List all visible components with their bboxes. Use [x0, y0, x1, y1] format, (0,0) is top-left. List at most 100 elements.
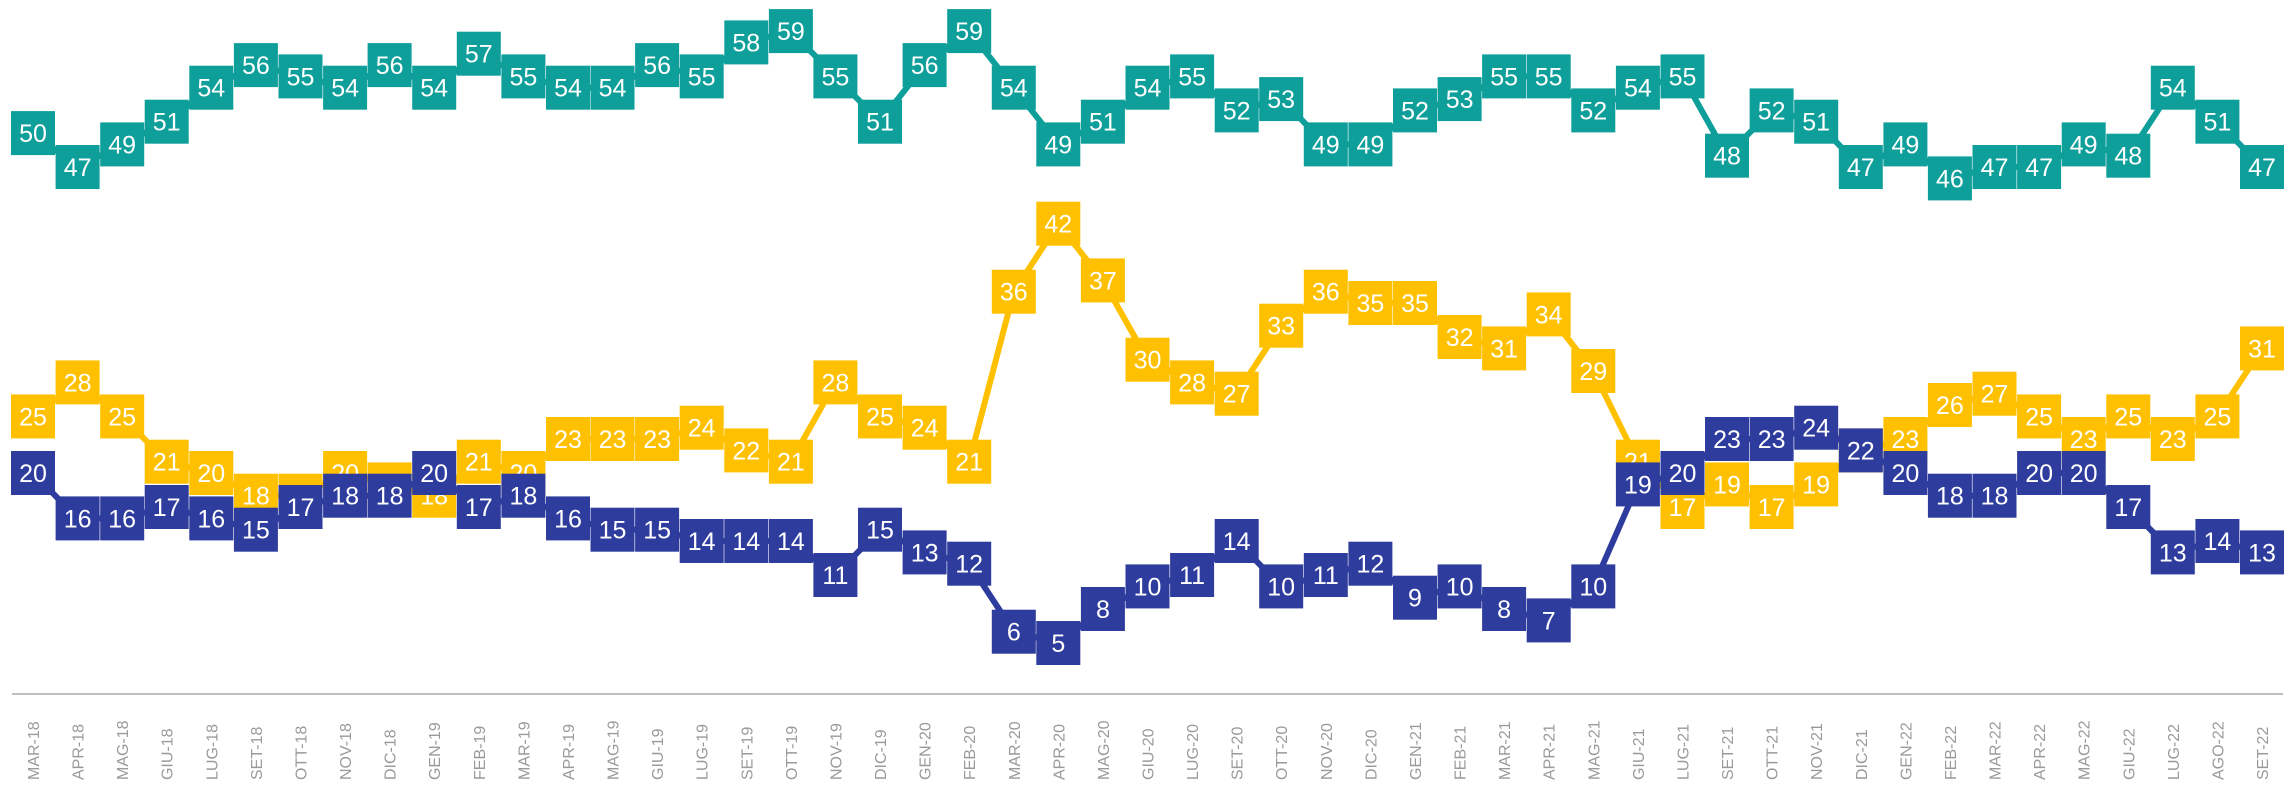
- x-tick-label: GEN-19: [427, 722, 444, 780]
- x-tick-label: OTT-19: [784, 726, 801, 780]
- data-point-marker: [189, 451, 234, 495]
- data-point-marker: [2150, 65, 2195, 110]
- data-point-marker: [991, 609, 1036, 654]
- data-label: 5: [1051, 630, 1065, 658]
- data-label: 25: [108, 403, 136, 431]
- data-label: 58: [732, 29, 760, 57]
- data-point-marker: [1080, 587, 1125, 631]
- x-tick-label: MAG-21: [1586, 720, 1603, 780]
- data-point-marker: [2150, 530, 2195, 575]
- data-label: 23: [2159, 426, 2187, 454]
- data-point-marker: [412, 451, 457, 495]
- data-point-marker: [1125, 337, 1170, 382]
- data-label: 22: [732, 437, 760, 465]
- x-tick-label: FEB-21: [1453, 726, 1470, 780]
- data-label: 21: [777, 449, 805, 477]
- data-point-marker: [2017, 451, 2062, 495]
- data-label: 30: [1134, 347, 1162, 375]
- x-tick-label: SET-18: [249, 727, 266, 780]
- data-label: 25: [866, 403, 894, 431]
- data-point-marker: [1303, 553, 1348, 597]
- data-label: 13: [2248, 539, 2276, 567]
- data-label: 18: [376, 483, 404, 511]
- x-tick-label: FEB-19: [472, 726, 489, 780]
- data-label: 55: [688, 63, 716, 91]
- data-point-marker: [2240, 145, 2284, 189]
- data-label: 55: [1535, 63, 1563, 91]
- data-label: 15: [599, 517, 627, 545]
- data-point-marker: [2106, 485, 2151, 529]
- data-point-marker: [2195, 99, 2240, 144]
- data-label: 21: [465, 449, 493, 477]
- data-label: 54: [197, 75, 225, 103]
- data-label: 23: [2070, 426, 2098, 454]
- data-point-marker: [189, 496, 234, 541]
- data-label: 47: [2025, 154, 2053, 182]
- x-tick-label: OTT-20: [1274, 726, 1291, 780]
- data-label: 54: [599, 75, 627, 103]
- data-point-marker: [768, 519, 813, 563]
- data-label: 20: [1669, 460, 1697, 488]
- x-tick-label: DIC-19: [873, 729, 890, 780]
- data-point-marker: [144, 439, 189, 484]
- data-label: 59: [955, 18, 983, 46]
- data-point-marker: [858, 394, 902, 439]
- data-label: 42: [1044, 211, 1072, 239]
- data-label: 29: [1579, 358, 1607, 386]
- data-point-marker: [1080, 258, 1125, 303]
- data-point-marker: [902, 530, 947, 575]
- data-point-marker: [1214, 88, 1259, 133]
- data-point-marker: [1972, 473, 2017, 518]
- x-tick-label: GIU-18: [160, 728, 177, 780]
- x-tick-label: MAR-18: [26, 721, 43, 780]
- data-label: 23: [599, 426, 627, 454]
- data-point-marker: [2240, 530, 2284, 575]
- data-point-marker: [635, 507, 680, 552]
- data-point-marker: [1883, 451, 1928, 495]
- x-tick-label: GEN-21: [1408, 722, 1425, 780]
- data-point-marker: [902, 405, 947, 450]
- x-tick-label: FEB-22: [1943, 726, 1960, 780]
- data-label: 27: [1981, 381, 2009, 409]
- data-point-marker: [947, 9, 992, 54]
- data-label: 49: [1312, 131, 1340, 159]
- data-point-marker: [2061, 451, 2106, 495]
- x-tick-label: NOV-19: [828, 723, 845, 780]
- data-label: 59: [777, 18, 805, 46]
- data-label: 37: [1089, 267, 1117, 295]
- x-tick-label: MAR-21: [1497, 721, 1514, 780]
- data-label: 28: [821, 369, 849, 397]
- data-label: 56: [643, 52, 671, 80]
- data-label: 47: [1981, 154, 2009, 182]
- data-label: 11: [1179, 562, 1205, 590]
- data-label: 56: [376, 52, 404, 80]
- data-label: 54: [1134, 75, 1162, 103]
- data-label: 25: [2203, 403, 2231, 431]
- data-point-marker: [501, 473, 546, 518]
- x-tick-label: GIU-19: [650, 728, 667, 780]
- data-label: 48: [1713, 143, 1741, 171]
- data-point-marker: [11, 394, 55, 439]
- data-label: 16: [64, 505, 92, 533]
- data-point-marker: [100, 394, 145, 439]
- data-label: 21: [955, 449, 983, 477]
- data-point-marker: [1794, 99, 1839, 144]
- data-point-marker: [189, 65, 234, 110]
- data-point-marker: [724, 20, 769, 65]
- data-point-marker: [1303, 269, 1348, 314]
- data-point-marker: [768, 9, 813, 54]
- data-point-marker: [590, 507, 635, 552]
- data-label: 16: [554, 505, 582, 533]
- data-point-marker: [858, 507, 902, 552]
- data-label: 52: [1758, 97, 1786, 125]
- x-tick-label: DIC-20: [1363, 729, 1380, 780]
- data-label: 10: [1267, 573, 1295, 601]
- data-label: 46: [1936, 165, 1964, 193]
- data-label: 14: [1223, 528, 1251, 556]
- data-point-marker: [55, 360, 100, 405]
- data-point-marker: [1080, 99, 1125, 144]
- data-point-marker: [991, 65, 1036, 110]
- data-point-marker: [367, 473, 412, 518]
- data-point-marker: [768, 439, 813, 484]
